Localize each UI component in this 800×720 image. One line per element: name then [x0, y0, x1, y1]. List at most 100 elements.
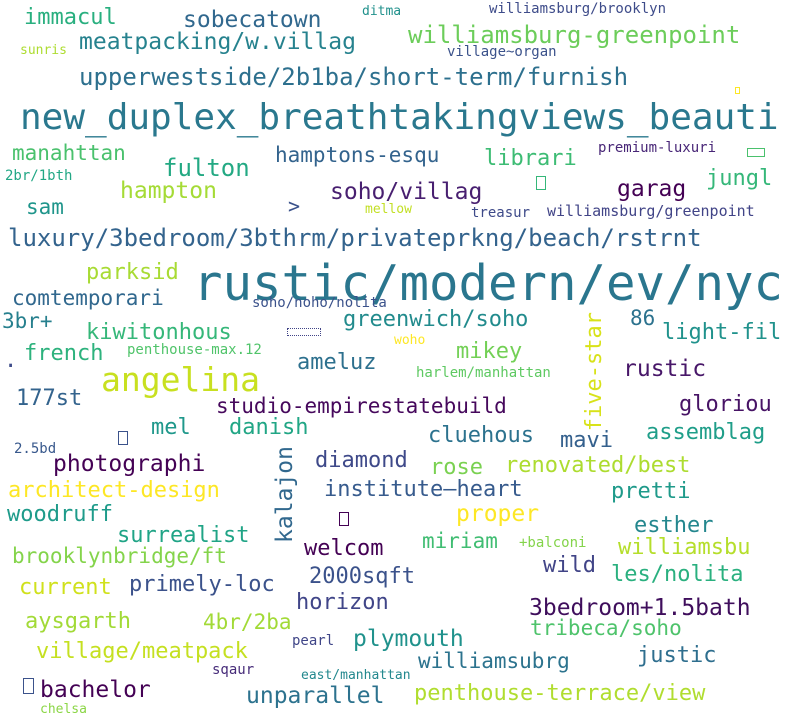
word: garag: [617, 176, 687, 202]
word: ameluz: [297, 350, 377, 375]
word: sqaur: [212, 662, 255, 678]
word: east/manhattan: [301, 668, 411, 683]
word: village~organ: [447, 44, 557, 60]
word: comtemporari: [12, 286, 164, 310]
word: les/nolita: [611, 562, 744, 587]
word: welcom: [304, 536, 384, 561]
word: unparallel: [246, 683, 385, 709]
word: village/meatpack: [36, 639, 248, 664]
word: upperwestside/2b1ba/short-term/furnish: [79, 63, 629, 91]
word: esther: [634, 513, 714, 538]
missing-glyph-icon: [287, 328, 321, 336]
word: meatpacking/w.villag: [79, 29, 356, 55]
word: assemblag: [646, 420, 766, 445]
word: cluehous: [428, 423, 534, 448]
word: 177st: [16, 386, 83, 411]
word: manahttan: [12, 141, 126, 165]
word: mel: [151, 415, 191, 440]
missing-glyph-icon: [735, 87, 740, 94]
word: wild: [543, 553, 596, 578]
word: harlem/manhattan: [416, 365, 551, 381]
word: fulton: [163, 154, 250, 182]
word: librari: [484, 146, 577, 171]
word: surrealist: [117, 523, 250, 548]
word: architect-design: [8, 478, 220, 503]
word: soho/noho/nolita: [252, 295, 387, 311]
word: pearl: [292, 633, 335, 649]
word: ditma: [362, 4, 402, 19]
word: sam: [26, 195, 64, 219]
word: danish: [229, 415, 309, 440]
word: 2.5bd: [14, 441, 57, 457]
word: rustic/modern/ev/nyc: [193, 255, 784, 312]
word: williamsburg-greenpoint: [408, 21, 741, 49]
word: studio-empirestatebuild: [216, 394, 507, 418]
word: williamsburg/brooklyn: [489, 1, 667, 17]
word: rustic: [623, 356, 707, 382]
word: photographi: [53, 451, 206, 477]
word: tribeca/soho: [530, 616, 682, 640]
word: williamsburg/greenpoint: [547, 202, 755, 220]
word: woho: [394, 333, 426, 348]
word: bachelor: [40, 677, 151, 703]
word: aysgarth: [25, 609, 131, 634]
word: renovated/best: [505, 453, 691, 478]
word: woodruff: [7, 502, 113, 527]
word: chelsa: [40, 702, 87, 717]
word: french: [24, 341, 104, 366]
word: proper: [456, 501, 540, 527]
word: 2000sqft: [309, 564, 415, 589]
word: brooklynbridge/ft: [12, 544, 227, 568]
word: rose: [430, 455, 483, 480]
word: light-fil: [662, 320, 782, 345]
word: plymouth: [353, 626, 464, 652]
word: angelina: [101, 360, 260, 399]
word: diamond: [315, 448, 408, 473]
word: penthouse-terrace/view: [414, 681, 706, 706]
word: hamptons-esqu: [275, 143, 440, 167]
word: 2br/1bth: [5, 168, 73, 184]
word: greenwich/soho: [343, 307, 529, 332]
word: horizon: [296, 590, 389, 615]
word: kalajon: [272, 446, 298, 543]
word: hampton: [120, 178, 217, 204]
word: 3bedroom+1.5bath: [529, 595, 751, 621]
word: williamsubrg: [418, 649, 570, 673]
word: penthouse-max.12: [127, 342, 262, 358]
word: soho/villag: [330, 179, 483, 205]
word: williamsbu: [618, 535, 751, 560]
word: mavi: [560, 428, 613, 453]
missing-glyph-icon: [118, 431, 128, 445]
word: sunris: [20, 43, 67, 58]
word: 4br/2ba: [203, 610, 292, 634]
word: 86: [630, 306, 656, 330]
word: parksid: [86, 260, 179, 285]
word: ·: [4, 354, 18, 379]
missing-glyph-icon: [23, 678, 34, 694]
word: sobecatown: [183, 7, 322, 33]
word: miriam: [422, 529, 498, 553]
missing-glyph-icon: [339, 512, 349, 526]
word: +balconi: [519, 535, 587, 551]
word: mikey: [456, 339, 523, 364]
word: >: [288, 194, 301, 218]
word: five-star: [582, 312, 607, 432]
word: kiwitonhous: [86, 320, 232, 345]
word: premium-luxuri: [598, 140, 717, 156]
missing-glyph-icon: [747, 148, 765, 157]
word: current: [19, 575, 112, 600]
word: luxury/3bedroom/3bthrm/privateprkng/beac…: [8, 224, 702, 252]
word: justic: [637, 643, 717, 668]
word: gloriou: [679, 392, 772, 417]
word: pretti: [611, 479, 691, 504]
word: mellow: [365, 202, 412, 217]
word: 3br+: [2, 309, 53, 333]
word: institute–heart: [324, 477, 523, 502]
word: treasur: [471, 205, 531, 221]
word: immacul: [24, 5, 117, 30]
word: primely-loc: [129, 572, 275, 597]
word: jungl: [706, 166, 773, 191]
word: new_duplex_breathtakingviews_beauti: [20, 97, 779, 138]
missing-glyph-icon: [536, 176, 546, 190]
